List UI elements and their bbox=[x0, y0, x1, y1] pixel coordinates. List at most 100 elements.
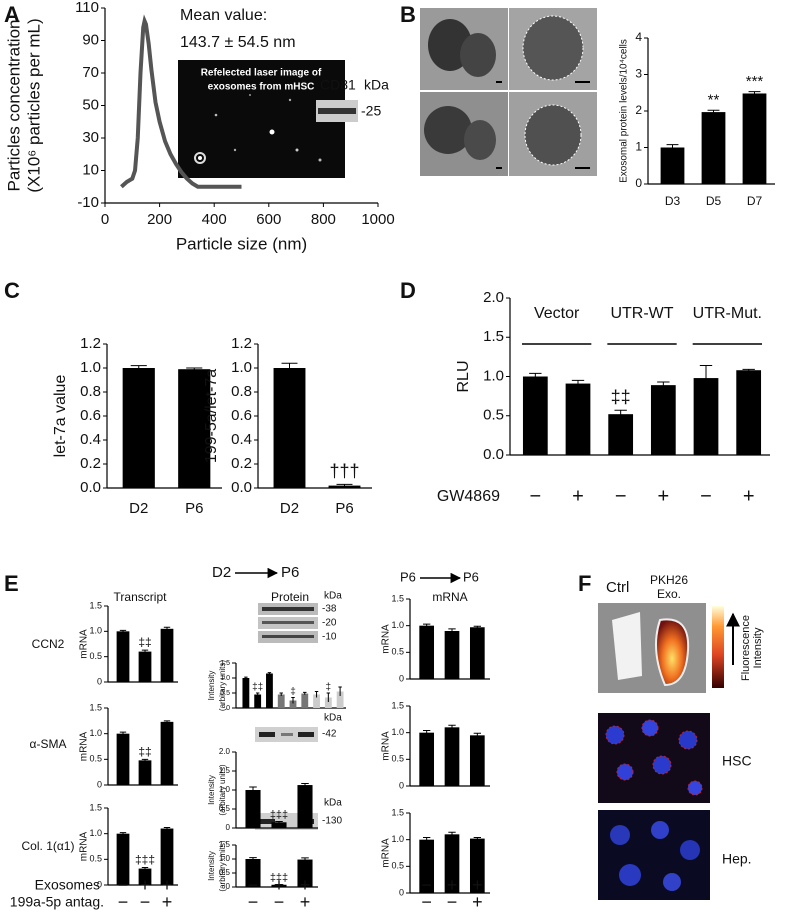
bar bbox=[138, 760, 152, 785]
error-bar bbox=[255, 692, 260, 696]
inset-caption: exosomes from mHSC bbox=[208, 82, 315, 93]
error-bar bbox=[303, 691, 307, 695]
y-tick-label: 0.0 bbox=[80, 479, 101, 496]
y-tick-label: 0 bbox=[97, 879, 102, 889]
error-bar bbox=[614, 409, 627, 419]
bar bbox=[289, 700, 297, 708]
y-axis-label: (X10⁶ particles per mL) bbox=[24, 18, 43, 192]
error-bar bbox=[275, 821, 283, 824]
y-tick-label: 1.2 bbox=[231, 335, 252, 352]
significance: ‡‡‡ bbox=[270, 809, 288, 821]
y-tick-label: 1.0 bbox=[89, 728, 102, 738]
condition-sign: + bbox=[300, 875, 311, 895]
y-axis-label: mRNA bbox=[381, 731, 392, 761]
condition-label: Exosomes bbox=[35, 877, 100, 893]
condition-sign: + bbox=[162, 892, 173, 912]
error-bar bbox=[448, 831, 456, 837]
image-label: Exo. bbox=[657, 587, 681, 601]
condition-sign: + bbox=[140, 875, 151, 895]
x-tick-label: − bbox=[700, 485, 712, 507]
y-tick-label: 0.6 bbox=[231, 407, 252, 424]
y-tick-label: 0.8 bbox=[231, 383, 252, 400]
bar bbox=[160, 828, 174, 885]
bar bbox=[297, 785, 313, 828]
bar bbox=[245, 859, 261, 887]
y-tick-label: 0.4 bbox=[231, 431, 252, 448]
bar bbox=[444, 631, 460, 679]
y-tick-label: 1.2 bbox=[80, 335, 101, 352]
row-label: α-SMA bbox=[30, 737, 67, 751]
x-tick-label: 200 bbox=[147, 211, 172, 228]
bar bbox=[693, 378, 719, 455]
kda-label: kDa bbox=[364, 77, 389, 93]
bar bbox=[122, 368, 155, 488]
y-tick-label: 2.0 bbox=[219, 747, 231, 756]
y-tick-label: 70 bbox=[82, 64, 99, 81]
condition-sign: + bbox=[274, 875, 285, 895]
marker-label: -25 bbox=[361, 103, 381, 119]
panel-label: C bbox=[4, 278, 20, 303]
error-bar bbox=[141, 758, 149, 762]
y-axis-label: mRNA bbox=[79, 629, 90, 659]
error-bar bbox=[336, 483, 353, 487]
confocal-images bbox=[598, 713, 710, 900]
condition-sign: + bbox=[162, 875, 173, 895]
significance: ‡ bbox=[290, 687, 296, 698]
y-tick-label: 0.5 bbox=[219, 868, 231, 877]
bar bbox=[736, 370, 762, 455]
group-label: UTR-Mut. bbox=[693, 305, 762, 322]
condition-sign: + bbox=[472, 875, 483, 895]
y-tick-label: 1.0 bbox=[219, 854, 231, 863]
error-bar bbox=[529, 372, 542, 380]
color-scale bbox=[712, 606, 724, 688]
x-tick-label: P6 bbox=[335, 500, 353, 517]
bar bbox=[116, 733, 130, 785]
y-axis-label: (arbitary units) bbox=[218, 764, 227, 815]
y-axis-label: (arbitary units) bbox=[218, 660, 227, 711]
bar bbox=[271, 822, 287, 828]
y-axis-label: mRNA bbox=[381, 624, 392, 654]
bar bbox=[138, 868, 152, 885]
y-tick-label: 1.0 bbox=[219, 785, 231, 794]
image-label: Hep. bbox=[722, 851, 752, 867]
error-bar bbox=[326, 692, 331, 702]
bar bbox=[242, 678, 250, 708]
condition-sign: − bbox=[421, 892, 432, 912]
y-tick-label: 0 bbox=[97, 779, 102, 789]
significance: ‡‡ bbox=[611, 387, 631, 407]
y-tick-label: 3 bbox=[635, 67, 642, 81]
error-bar bbox=[141, 649, 149, 654]
bar bbox=[301, 693, 309, 708]
error-bar bbox=[119, 832, 127, 835]
error-bar bbox=[141, 867, 149, 870]
flow-label: D2 bbox=[212, 564, 231, 581]
scale-label: Fluorescence bbox=[740, 615, 752, 681]
x-tick-label: D7 bbox=[747, 194, 763, 208]
y-tick-label: 0 bbox=[635, 176, 642, 190]
marker-label: -20 bbox=[322, 618, 337, 629]
significance: ** bbox=[708, 92, 720, 109]
y-tick-label: 4 bbox=[635, 30, 642, 44]
bar bbox=[444, 727, 460, 786]
image-label: PKH26 bbox=[650, 573, 688, 587]
line-series bbox=[120, 14, 242, 189]
y-tick-label: 0 bbox=[226, 823, 231, 832]
y-tick-label: 1.5 bbox=[220, 660, 230, 667]
y-tick-label: 30 bbox=[82, 129, 99, 146]
panel-label: F bbox=[578, 571, 591, 596]
column-title: mRNA bbox=[432, 590, 467, 604]
error-bar bbox=[186, 367, 203, 371]
y-tick-label: 110 bbox=[75, 0, 99, 16]
y-tick-label: 0 bbox=[226, 705, 230, 712]
bar bbox=[160, 721, 174, 785]
y-tick-label: 90 bbox=[82, 31, 99, 48]
y-tick-label: 1.0 bbox=[231, 359, 252, 376]
y-tick-label: 1.0 bbox=[391, 834, 404, 844]
error-bar bbox=[244, 676, 248, 679]
y-tick-label: 0.5 bbox=[89, 651, 102, 661]
flow-label: P6 bbox=[281, 564, 299, 581]
error-bar bbox=[301, 857, 309, 862]
x-axis-label: Particle size (nm) bbox=[176, 234, 307, 253]
bar bbox=[419, 839, 435, 893]
significance: ‡‡ bbox=[138, 635, 151, 649]
